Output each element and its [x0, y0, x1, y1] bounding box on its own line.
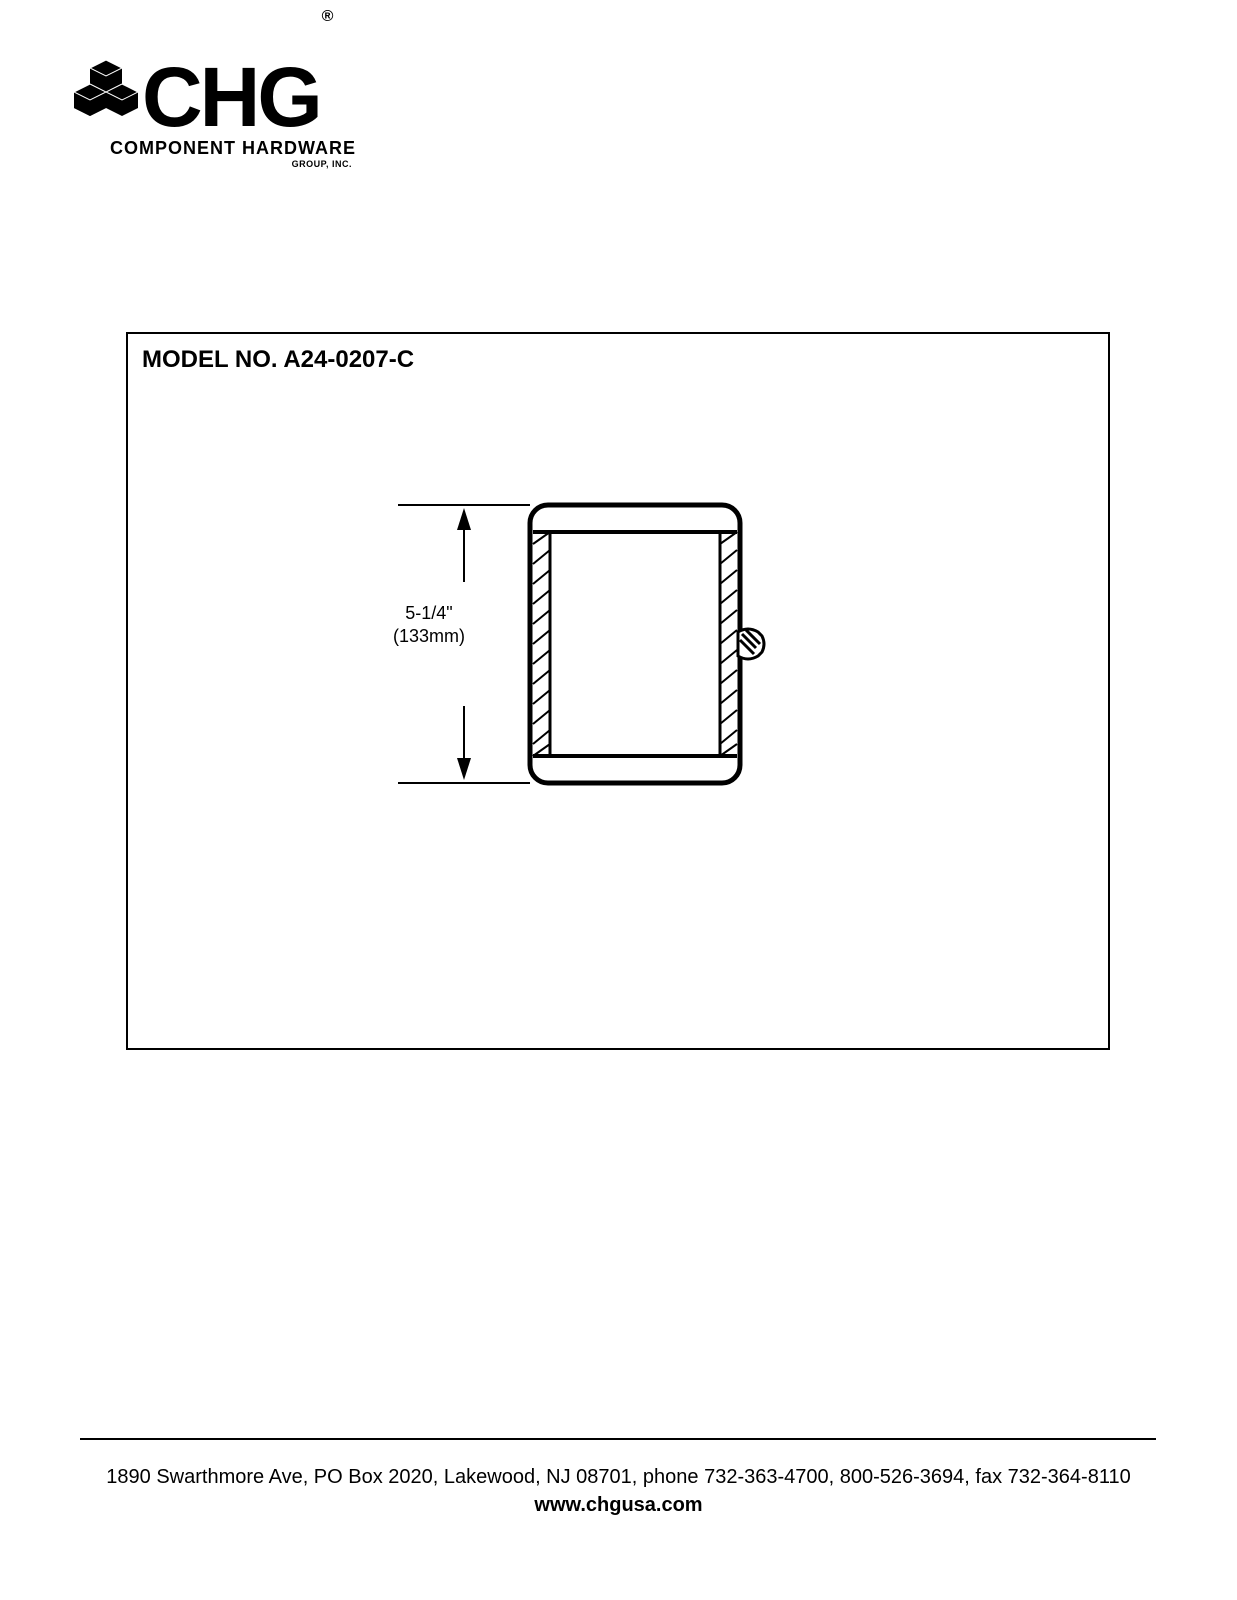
technical-diagram: 5-1/4" (133mm)	[268, 484, 768, 804]
dimension-metric: (133mm)	[393, 626, 465, 646]
footer-address: 1890 Swarthmore Ave, PO Box 2020, Lakewo…	[0, 1466, 1237, 1489]
logo-subtitle: COMPONENT HARDWARE	[70, 138, 380, 159]
cubes-icon	[70, 60, 142, 136]
footer-url: www.chgusa.com	[0, 1494, 1237, 1517]
dimension-imperial: 5-1/4"	[405, 603, 452, 623]
company-logo: CHG® COMPONENT HARDWARE GROUP, INC.	[70, 60, 380, 169]
registered-mark: ®	[322, 8, 331, 25]
logo-text: CHG®	[142, 60, 328, 136]
logo-subtitle-2: GROUP, INC.	[70, 159, 380, 169]
drawing-frame: MODEL NO. A24-0207-C	[126, 332, 1110, 1050]
footer-divider	[80, 1438, 1156, 1440]
model-number: MODEL NO. A24-0207-C	[142, 346, 414, 374]
dimension-label: 5-1/4" (133mm)	[384, 602, 474, 649]
